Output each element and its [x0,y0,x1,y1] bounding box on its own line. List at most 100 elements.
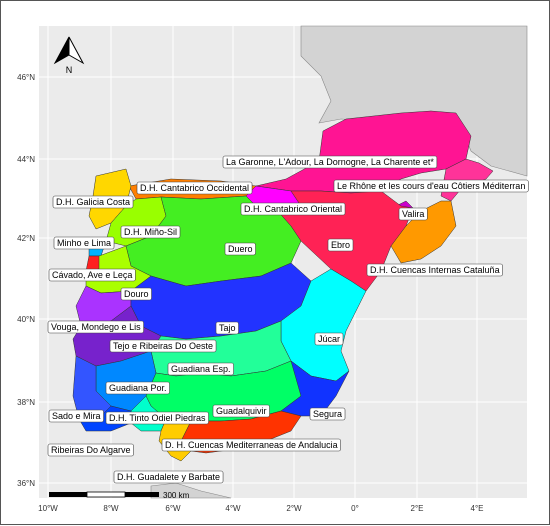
region-label-box [333,179,529,193]
region-cataluna [390,200,457,264]
region-label-text: Vouga, Mondego e Lis [51,322,141,332]
region-label: D.H. Galicia Costa [52,195,134,209]
region-label-text: Segura [313,409,342,419]
region-label-box [224,242,256,256]
region-label-text: Duero [228,244,253,254]
region-label-box [314,332,344,346]
region-label: D.H. Cuencas Internas Cataluña [366,263,503,277]
x-tick-label: 4°E [471,504,484,513]
region-label-text: Tejo e Ribeiras Do Oeste [113,341,213,351]
region-label: La Garonne, L'Adour, La Dornogne, La Cha… [222,155,438,169]
region-label-text: Minho e Lima [57,238,111,248]
region-label-box [113,470,224,484]
region-label: D.H. Cantabrico Occidental [136,181,253,195]
x-tick-label: 8°W [103,504,119,513]
region-label: Valira [398,207,428,221]
region-label-text: Valira [402,209,424,219]
region-labels: La Garonne, L'Adour, La Dornogne, La Cha… [47,155,529,484]
y-tick-label: 46°N [17,73,35,82]
x-tick-label: 0° [351,504,359,513]
region-label: D.H. Cantabrico Oriental [240,202,346,216]
north-arrow-icon: N [53,36,85,75]
region-label-box [366,263,503,277]
region-label-box [222,155,438,169]
region-label-box [105,381,170,395]
x-axis: 10°W 8°W 6°W 4°W 2°W 0° 2°E 4°E [38,504,483,513]
region-label-box [398,207,428,221]
region-label-box [47,443,134,457]
region-label: Minho e Lima [53,236,115,250]
scale-bar: 300 km [49,491,190,500]
region-label-text: Tajo [219,323,236,333]
region-label: Ribeiras Do Algarve [47,443,134,457]
region-label-box [48,409,104,423]
region-label-text: Le Rhône et les cours d'eau Côtiers Médi… [337,181,525,191]
region-label-box [327,238,354,252]
north-africa-land [150,482,232,499]
region-label-box [105,411,209,425]
region-label: Douro [120,287,152,301]
y-tick-label: 38°N [17,398,35,407]
region-label-box [52,195,134,209]
region-label: Guadalquivir [212,404,270,418]
y-tick-label: 40°N [17,315,35,324]
region-label: Júcar [314,332,344,346]
region-label: Sado e Mira [48,409,104,423]
region-label-box [215,321,239,335]
region-label-box [120,225,181,239]
region-label-text: Guadiana Por. [109,383,167,393]
north-arrow-letter: N [66,65,73,75]
region-label: D.H. Miño-Sil [120,225,181,239]
region-label-box [212,404,270,418]
region-label-text: D.H. Tinto Odiel Piedras [109,413,206,423]
region-label: Vouga, Mondego e Lis [47,320,144,334]
region-label: Cávado, Ave e Leça [48,268,136,282]
x-tick-label: 2°E [411,504,424,513]
region-label: D.H. Tinto Odiel Piedras [105,411,209,425]
region-label: Segura [309,407,346,421]
region-label-text: Douro [124,289,149,299]
region-label-text: D.H. Cuencas Internas Cataluña [370,265,500,275]
region-label-box [47,320,144,334]
y-tick-label: 44°N [17,155,35,164]
region-label-text: Cávado, Ave e Leça [52,270,132,280]
region-label-text: D. H. Cuencas Mediterraneas de Andalucia [165,440,338,450]
region-label-text: La Garonne, L'Adour, La Dornogne, La Cha… [226,157,434,167]
region-label-text: Ribeiras Do Algarve [51,445,131,455]
region-label-box [53,236,115,250]
region-label-text: Sado e Mira [52,411,101,421]
region-label: Duero [224,242,256,256]
region-label-box [120,287,152,301]
region-label-text: Guadalquivir [216,406,267,416]
region-label-text: Ebro [331,240,350,250]
region-label-box [309,407,346,421]
region-label: Ebro [327,238,354,252]
region-label: Tajo [215,321,239,335]
region-label-box [109,339,217,353]
y-tick-label: 36°N [17,479,35,488]
region-label-text: D.H. Galicia Costa [56,197,130,207]
x-tick-label: 10°W [38,504,58,513]
region-label-text: D.H. Cantabrico Oriental [244,204,342,214]
region-label: Le Rhône et les cours d'eau Côtiers Médi… [333,179,529,193]
y-axis: 46°N 44°N 42°N 40°N 38°N 36°N [17,73,35,488]
region-label-text: Guadiana Esp. [171,364,231,374]
region-label-text: D.H. Miño-Sil [124,227,177,237]
scale-bar-label: 300 km [163,491,190,500]
region-label-box [240,202,346,216]
x-tick-label: 4°W [225,504,241,513]
region-label: Guadiana Por. [105,381,170,395]
y-tick-label: 42°N [17,234,35,243]
region-label: Guadiana Esp. [167,362,234,376]
region-label-text: D.H. Guadalete y Barbate [117,472,220,482]
region-segura [280,360,350,417]
region-label: D.H. Guadalete y Barbate [113,470,224,484]
region-label-box [161,438,341,452]
region-label: Tejo e Ribeiras Do Oeste [109,339,217,353]
region-label-box [136,181,253,195]
region-label-box [167,362,234,376]
x-tick-label: 2°W [286,504,302,513]
region-label-box [48,268,136,282]
region-label: D. H. Cuencas Mediterraneas de Andalucia [161,438,341,452]
